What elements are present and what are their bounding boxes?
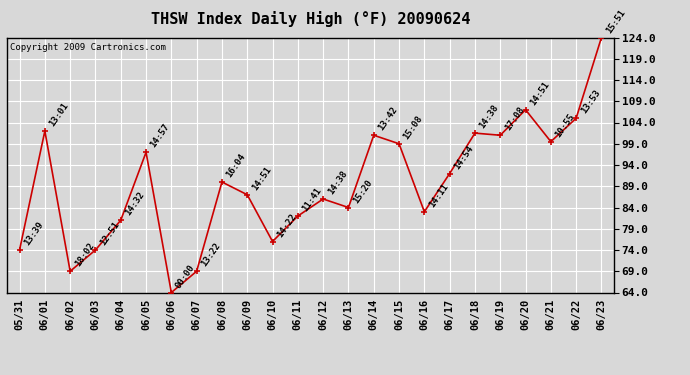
Text: 14:22: 14:22 bbox=[275, 211, 298, 239]
Text: 13:42: 13:42 bbox=[377, 105, 400, 132]
Text: 13:53: 13:53 bbox=[579, 88, 602, 116]
Text: 17:08: 17:08 bbox=[503, 105, 526, 132]
Text: 13:22: 13:22 bbox=[199, 241, 222, 268]
Text: 14:11: 14:11 bbox=[427, 182, 450, 209]
Text: 14:38: 14:38 bbox=[477, 103, 500, 130]
Text: 12:51: 12:51 bbox=[98, 220, 121, 247]
Text: THSW Index Daily High (°F) 20090624: THSW Index Daily High (°F) 20090624 bbox=[151, 11, 470, 27]
Text: 14:51: 14:51 bbox=[529, 80, 551, 107]
Text: 14:51: 14:51 bbox=[250, 165, 273, 192]
Text: 14:57: 14:57 bbox=[149, 122, 172, 150]
Text: 14:38: 14:38 bbox=[326, 169, 348, 196]
Text: 13:39: 13:39 bbox=[22, 220, 45, 247]
Text: 11:41: 11:41 bbox=[301, 186, 324, 213]
Text: 00:00: 00:00 bbox=[174, 262, 197, 290]
Text: 16:04: 16:04 bbox=[225, 152, 248, 179]
Text: 15:08: 15:08 bbox=[402, 114, 424, 141]
Text: 15:51: 15:51 bbox=[604, 8, 627, 35]
Text: Copyright 2009 Cartronics.com: Copyright 2009 Cartronics.com bbox=[10, 43, 166, 52]
Text: 15:20: 15:20 bbox=[351, 177, 374, 205]
Text: 13:01: 13:01 bbox=[48, 101, 70, 128]
Text: 18:02: 18:02 bbox=[73, 241, 96, 268]
Text: 14:54: 14:54 bbox=[453, 144, 475, 171]
Text: 10:55: 10:55 bbox=[553, 112, 576, 139]
Text: 14:32: 14:32 bbox=[124, 190, 146, 217]
